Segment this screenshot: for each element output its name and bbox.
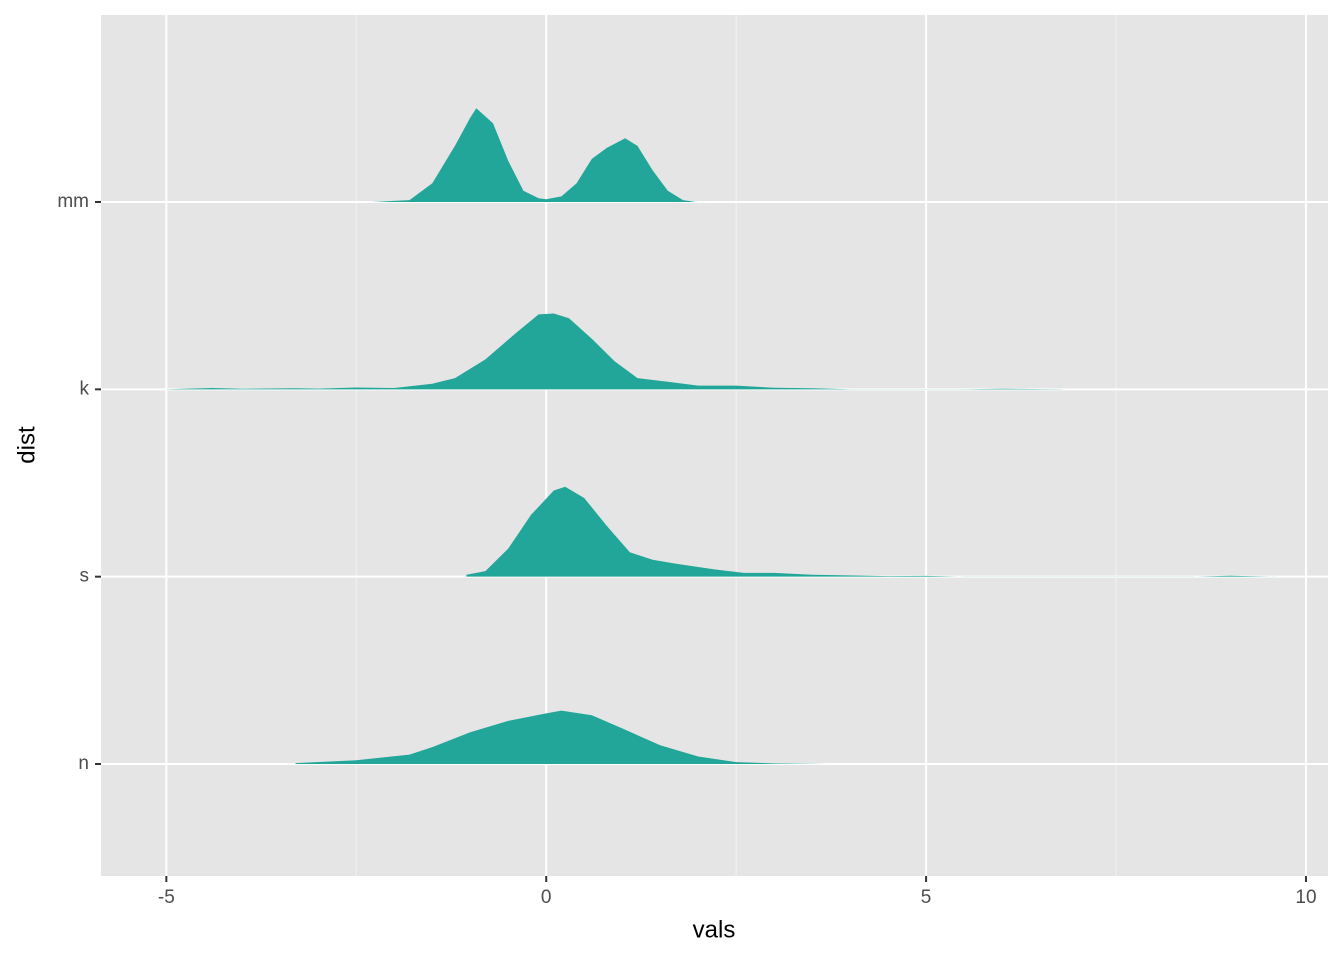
ridge <box>466 486 1276 577</box>
x-tick-label: 10 <box>1295 887 1316 908</box>
y-tick-label: mm <box>57 191 89 212</box>
x-tick-label: 5 <box>921 887 932 908</box>
ridge <box>295 710 828 764</box>
x-tick-label: -5 <box>158 887 175 908</box>
x-tick-label: 0 <box>541 887 552 908</box>
y-tick-label: s <box>80 566 90 587</box>
plot-panel <box>101 15 1328 876</box>
y-axis-title: dist <box>13 426 40 464</box>
y-tick-label: k <box>80 378 90 399</box>
x-axis-title: vals <box>693 916 736 943</box>
ridge <box>166 313 1063 390</box>
y-tick-label: n <box>78 753 89 774</box>
ridge <box>371 108 696 203</box>
